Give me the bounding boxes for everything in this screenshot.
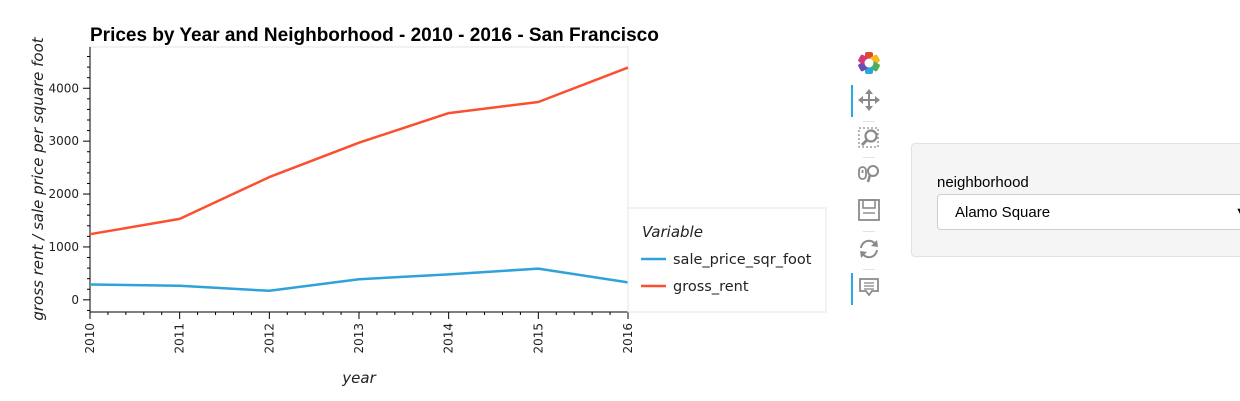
series-line-gross_rent <box>89 66 629 236</box>
reset-tool[interactable] <box>849 234 889 266</box>
bokeh-logo-icon <box>858 52 880 74</box>
x-tick-label: 2011 <box>173 323 187 354</box>
plot-frame <box>89 46 629 313</box>
wheel-zoom-tool[interactable] <box>849 159 889 191</box>
box-zoom-tool[interactable] <box>849 123 889 155</box>
plot-area[interactable]: 0 1000 2000 3000 4000 2010 2011 2012 2013 2014 201… <box>48 46 635 354</box>
y-tick-label: 0 <box>71 293 79 307</box>
legend-label: gross_rent <box>673 279 749 295</box>
reset-icon <box>860 239 878 259</box>
y-tick-label: 2000 <box>48 187 79 201</box>
pan-tool[interactable] <box>849 85 889 117</box>
neighborhood-select[interactable]: Alamo Square ▼ <box>937 194 1240 230</box>
y-tick-label: 3000 <box>48 134 79 148</box>
x-tick-label: 2010 <box>83 323 97 354</box>
hover-tool[interactable] <box>849 273 889 305</box>
save-tool[interactable] <box>849 195 889 227</box>
x-axis-label: year <box>341 369 376 387</box>
x-tick-label: 2013 <box>352 323 366 354</box>
chart-title: Prices by Year and Neighborhood - 2010 -… <box>90 25 659 46</box>
y-tick-label: 1000 <box>48 240 79 254</box>
widget-panel: neighborhood Alamo Square ▼ <box>911 143 1240 257</box>
neighborhood-label: neighborhood <box>937 174 1029 191</box>
pan-icon <box>858 89 880 111</box>
save-icon <box>858 199 880 221</box>
wheel-zoom-icon <box>858 165 879 183</box>
y-axis-label: gross rent / sale price per square foot <box>29 36 47 320</box>
neighborhood-selected-value: Alamo Square <box>955 204 1051 221</box>
x-tick-label: 2012 <box>262 323 276 354</box>
y-tick-label: 4000 <box>48 81 79 95</box>
series-line-sale_price_sqr_foot <box>89 267 629 293</box>
legend-label: sale_price_sqr_foot <box>673 252 812 268</box>
legend-title: Variable <box>642 223 703 241</box>
x-tick-label: 2014 <box>442 323 456 354</box>
x-tick-label: 2016 <box>621 323 635 354</box>
box-zoom-icon <box>858 127 879 148</box>
chart-toolbar <box>849 46 889 316</box>
line-chart: Prices by Year and Neighborhood - 2010 -… <box>29 25 827 387</box>
hover-icon <box>859 278 879 297</box>
x-tick-label: 2015 <box>531 323 545 354</box>
legend: Variable sale_price_sqr_foot gross_rent <box>627 207 827 313</box>
chevron-down-icon: ▼ <box>1235 206 1240 218</box>
bokeh-logo-button[interactable] <box>849 48 889 80</box>
